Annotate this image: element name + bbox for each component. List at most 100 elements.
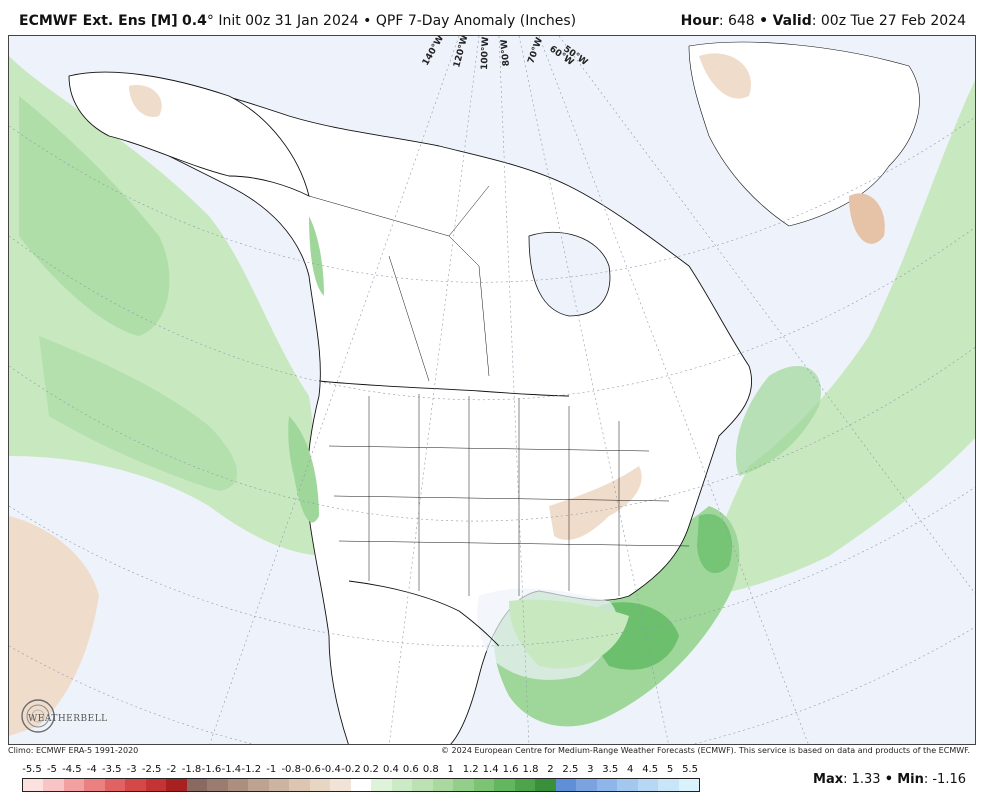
atlantic-wet-core: [735, 366, 821, 476]
colorbar-tick-label: 3: [587, 764, 594, 775]
pacific-wet-core: [19, 96, 170, 336]
title-bullet: •: [363, 13, 372, 29]
colorbar-swatch: [494, 779, 515, 791]
colorbar-tick-label: 0.8: [422, 764, 439, 775]
colorbar-swatch: [145, 779, 167, 791]
lon-label-100w: 100°W: [480, 36, 491, 70]
colorbar-swatch: [350, 779, 372, 791]
colorbar-swatch: [596, 779, 618, 791]
colorbar-swatch: [23, 779, 44, 791]
colorbar-tick-label: 2.5: [562, 764, 579, 775]
colorbar-swatch: [514, 779, 536, 791]
colorbar-swatch: [104, 779, 126, 791]
pacific-dry-region: [9, 516, 99, 736]
colorbar-swatch: [371, 779, 392, 791]
colorbar-swatch: [289, 779, 310, 791]
colorbar-tick-label: 0.6: [402, 764, 419, 775]
colorbar-tick-label: 4.5: [642, 764, 659, 775]
colorbar-swatch: [432, 779, 454, 791]
pacific-northwest-wet: [309, 216, 324, 296]
colorbar-swatch: [637, 779, 659, 791]
colorbar-tick-label: 5.5: [682, 764, 698, 775]
colorbar-tick-label: 2: [547, 764, 554, 775]
colorbar-tick-label: 5: [666, 764, 674, 775]
ohio-valley-dry: [549, 466, 642, 540]
colorbar-tick-label: 1.4: [482, 764, 499, 775]
colorbar-swatch: [248, 779, 269, 791]
colorbar-swatch: [576, 779, 597, 791]
max-label: Max: [813, 772, 844, 787]
init-time: Init 00z 31 Jan 2024: [218, 13, 359, 29]
valid-label: Valid: [772, 13, 812, 29]
colorbar-tick-label: -0.2: [341, 764, 361, 775]
carolina-wet-core: [697, 514, 733, 574]
colorbar: [22, 778, 700, 792]
colorbar-swatch: [207, 779, 228, 791]
colorbar-swatch: [555, 779, 577, 791]
header: ECMWF Ext. Ens [M] 0.4° Init 00z 31 Jan …: [0, 0, 984, 34]
graticule: [9, 36, 975, 744]
colorbar-swatch: [43, 779, 64, 791]
colorbar-tick-label: -4.5: [62, 764, 82, 775]
colorbar-swatch: [453, 779, 474, 791]
colorbar-swatch: [678, 779, 699, 791]
province-borders: [308, 185, 490, 382]
valid-value: : 00z Tue 27 Feb 2024: [811, 13, 966, 29]
north-atlantic-dry: [849, 193, 885, 244]
colorbar-tick-label: -1.8: [181, 764, 202, 775]
colorbar-tick-label: -5.5: [22, 764, 42, 775]
colorbar-tick-label: -3: [126, 764, 137, 775]
colorbar-swatch: [84, 779, 105, 791]
climo-note: Climo: ECMWF ERA-5 1991-2020: [8, 746, 139, 755]
model-resolution: 0.4: [182, 13, 207, 29]
colorbar-tick-label: 3.5: [602, 764, 619, 775]
colorbar-tick-label: -1.6: [201, 764, 222, 775]
texas-gulf-wet: [509, 599, 629, 669]
colorbar-tick-label: 0.2: [363, 764, 379, 775]
min-label: Min: [897, 772, 924, 787]
colorbar-tick-label: 1.2: [462, 764, 479, 775]
colorbar-tick-label: -5: [46, 764, 57, 775]
lon-label-80w: 80°W: [500, 39, 512, 67]
map-canvas: 140°W 120°W 100°W 80°W 70°W 60°W 50°W: [9, 36, 975, 744]
colorbar-tick-label: 0.4: [382, 764, 399, 775]
colorbar-tick-label: 1.6: [502, 764, 519, 775]
us-mexico-border: [348, 580, 500, 647]
stats-bullet: •: [884, 772, 894, 787]
colorbar-swatch: [330, 779, 351, 791]
colorbar-tick-label: -0.6: [301, 764, 321, 775]
colorbar-tick-label: 4: [627, 764, 634, 775]
colorbar-swatch: [227, 779, 249, 791]
valid-time: Hour: 648 • Valid: 00z Tue 27 Feb 2024: [681, 13, 966, 29]
colorbar-tick-label: -0.4: [321, 764, 341, 775]
min-value: : -1.16: [923, 772, 966, 787]
colorbar-tick-label: -1.2: [241, 764, 262, 775]
california-wet-region: [288, 416, 319, 523]
colorbar-swatch: [125, 779, 146, 791]
colorbar-swatch: [535, 779, 556, 791]
state-borders-vertical: [368, 394, 620, 596]
hour-label: Hour: [680, 13, 719, 29]
colorbar-tick-label: -4: [86, 764, 97, 775]
colorbar-tick-label: -1.4: [221, 764, 242, 775]
weatherbell-logo: [21, 699, 55, 733]
colorbar-swatch: [617, 779, 638, 791]
logo-text: WEATHERBELL: [28, 714, 108, 724]
colorbar-swatch: [63, 779, 85, 791]
colorbar-tick-label: -0.8: [281, 764, 301, 775]
map-title: ECMWF Ext. Ens [M] 0.4° Init 00z 31 Jan …: [19, 13, 576, 29]
colorbar-swatch: [473, 779, 495, 791]
us-canada-border: [318, 380, 570, 397]
greenland-dry-region: [699, 53, 751, 99]
alaska-landmass: [68, 71, 310, 197]
colorbar-swatch: [391, 779, 413, 791]
colorbar-tick-label: 1: [447, 764, 454, 775]
colorbar-tick-label: -1: [266, 764, 277, 775]
max-value: : 1.33: [843, 772, 881, 787]
degree-symbol: °: [206, 13, 214, 29]
max-min-stats: Max: 1.33 • Min: -1.16: [813, 772, 966, 787]
valid-bullet: •: [759, 13, 769, 29]
colorbar-labels: -5.5 -5 -4.5 -4 -3.5 -3 -2.5 -2 -1.8 -1.6 -1.4 -1.2…: [22, 764, 702, 778]
product-name: QPF 7-Day Anomaly (Inches): [375, 13, 577, 29]
state-borders-horizontal: [328, 445, 690, 547]
